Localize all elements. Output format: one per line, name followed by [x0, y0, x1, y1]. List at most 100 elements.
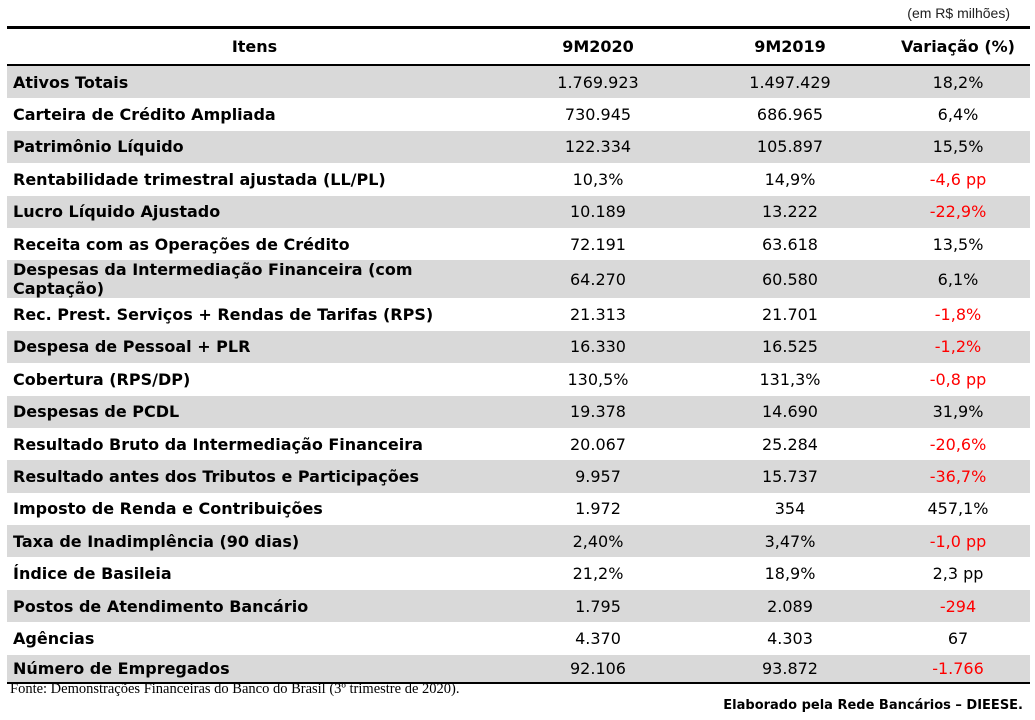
cell-9m2020: 64.270 [502, 260, 694, 299]
cell-item: Rentabilidade trimestral ajustada (LL/PL… [13, 169, 386, 189]
header-items: Itens [7, 26, 502, 66]
cell-item: Taxa de Inadimplência (90 dias) [7, 525, 502, 558]
table-row: Carteira de Crédito Ampliada 730.945 686.9… [7, 98, 1030, 130]
financial-table: Itens 9M2020 9M2019 Variação (%) Ativos … [7, 26, 1030, 684]
table-row: Rentabilidade trimestral ajustada (LL/PL… [7, 163, 1030, 195]
table-row: Número de Empregados 92.106 93.872 -1.766 [7, 654, 1030, 684]
cell-9m2019: 2.089 [694, 589, 886, 623]
cell-variation: 2,3 pp [932, 564, 984, 584]
cell-variation: -1,0 pp [886, 525, 1030, 558]
cell-9m2020: 1.795 [502, 589, 694, 623]
cell-9m2019: 15.737 [694, 460, 886, 493]
header-variation: Variação (%) [886, 26, 1030, 66]
cell-variation: 13,5% [932, 234, 984, 254]
source-note: Fonte: Demonstrações Financeiras do Banc… [10, 681, 460, 697]
cell-item: Agências [13, 628, 95, 648]
cell-item: Rec. Prest. Serviços + Rendas de Tarifas… [13, 305, 434, 325]
cell-variation: -294 [886, 589, 1030, 623]
table-row: Receita com as Operações de Crédito 72.19… [7, 228, 1030, 260]
cell-9m2019: 16.525 [694, 330, 886, 364]
cell-variation: -4,6 pp [929, 169, 987, 189]
cell-item: Despesas de PCDL [7, 395, 502, 428]
cell-item: Resultado antes dos Tributos e Participa… [7, 460, 502, 493]
table-row: Despesas da Intermediação Financeira (co… [7, 260, 1030, 299]
cell-item: Postos de Atendimento Bancário [7, 589, 502, 623]
cell-9m2020: 730.945 [564, 105, 632, 125]
table-row: Taxa de Inadimplência (90 dias) 2,40% 3,47… [7, 525, 1030, 558]
cell-9m2019: 93.872 [694, 654, 886, 684]
cell-variation: -1,8% [934, 305, 982, 325]
table-row: Patrimônio Líquido 122.334 105.897 15,5% [7, 130, 1030, 164]
cell-item: Despesas da Intermediação Financeira (co… [7, 260, 502, 299]
cell-9m2020: 1.769.923 [502, 65, 694, 99]
cell-variation: 31,9% [886, 395, 1030, 428]
cell-variation: 18,2% [886, 65, 1030, 99]
cell-9m2020: 2,40% [502, 525, 694, 558]
cell-variation: -20,6% [929, 434, 987, 454]
cell-9m2019: 14,9% [764, 169, 816, 189]
cell-variation: -1.766 [886, 654, 1030, 684]
cell-9m2020: 10.189 [502, 195, 694, 228]
cell-9m2019: 25.284 [762, 434, 818, 454]
table-row: Rec. Prest. Serviços + Rendas de Tarifas… [7, 298, 1030, 330]
table-header-row: Itens 9M2020 9M2019 Variação (%) [7, 26, 1030, 66]
cell-9m2019: 63.618 [762, 234, 818, 254]
table-row: Cobertura (RPS/DP) 130,5% 131,3% -0,8 pp [7, 363, 1030, 395]
cell-9m2020: 20.067 [570, 434, 626, 454]
cell-variation: -36,7% [886, 460, 1030, 493]
cell-variation: 6,4% [937, 105, 979, 125]
table-row: Despesas de PCDL 19.378 14.690 31,9% [7, 395, 1030, 428]
cell-9m2019: 60.580 [694, 260, 886, 299]
cell-variation: -22,9% [886, 195, 1030, 228]
cell-9m2020: 10,3% [572, 169, 624, 189]
table-row: Ativos Totais 1.769.923 1.497.429 18,2% [7, 65, 1030, 99]
cell-item: Despesa de Pessoal + PLR [7, 330, 502, 364]
cell-9m2019: 1.497.429 [694, 65, 886, 99]
cell-9m2020: 4.370 [575, 628, 621, 648]
cell-9m2019: 686.965 [756, 105, 824, 125]
credit-note: Elaborado pela Rede Bancários – DIEESE. [723, 698, 1023, 713]
table-row: Postos de Atendimento Bancário 1.795 2.089… [7, 589, 1030, 623]
table-row: Imposto de Renda e Contribuições 1.972 354… [7, 493, 1030, 525]
table-body: Ativos Totais 1.769.923 1.497.429 18,2% Cart… [7, 65, 1030, 684]
cell-9m2019: 354 [774, 499, 806, 519]
cell-9m2019: 18,9% [764, 564, 816, 584]
cell-9m2020: 21,2% [572, 564, 624, 584]
cell-9m2020: 72.191 [570, 234, 626, 254]
table-row: Despesa de Pessoal + PLR 16.330 16.525 -1,2… [7, 330, 1030, 364]
cell-9m2019: 13.222 [694, 195, 886, 228]
cell-9m2019: 131,3% [759, 369, 821, 389]
cell-9m2020: 122.334 [502, 130, 694, 164]
cell-9m2020: 21.313 [570, 305, 626, 325]
cell-item: Carteira de Crédito Ampliada [13, 105, 276, 125]
cell-variation: -1,2% [886, 330, 1030, 364]
cell-9m2019: 21.701 [762, 305, 818, 325]
cell-variation: 457,1% [927, 499, 989, 519]
cell-variation: 67 [947, 628, 969, 648]
table-row: Agências 4.370 4.303 67 [7, 622, 1030, 654]
cell-9m2020: 1.972 [575, 499, 621, 519]
cell-item: Número de Empregados [7, 654, 502, 684]
cell-item: Ativos Totais [7, 65, 502, 99]
cell-item: Receita com as Operações de Crédito [13, 234, 350, 254]
table-row: Índice de Basileia 21,2% 18,9% 2,3 pp [7, 557, 1030, 589]
cell-item: Lucro Líquido Ajustado [7, 195, 502, 228]
cell-item: Cobertura (RPS/DP) [13, 369, 191, 389]
cell-9m2020: 130,5% [567, 369, 629, 389]
cell-9m2019: 4.303 [767, 628, 813, 648]
cell-9m2020: 92.106 [502, 654, 694, 684]
cell-variation: 15,5% [886, 130, 1030, 164]
cell-item: Imposto de Renda e Contribuições [13, 499, 323, 519]
unit-note: (em R$ milhões) [907, 5, 1010, 21]
cell-variation: -0,8 pp [929, 369, 987, 389]
header-9m2020: 9M2020 [502, 26, 694, 66]
cell-item: Índice de Basileia [13, 564, 172, 584]
cell-9m2019: 14.690 [694, 395, 886, 428]
table-row: Resultado Bruto da Intermediação Finance… [7, 428, 1030, 460]
cell-9m2020: 9.957 [502, 460, 694, 493]
cell-item: Patrimônio Líquido [7, 130, 502, 164]
cell-9m2020: 16.330 [502, 330, 694, 364]
cell-9m2020: 19.378 [502, 395, 694, 428]
table-row: Lucro Líquido Ajustado 10.189 13.222 -22,9% [7, 195, 1030, 228]
cell-9m2019: 3,47% [694, 525, 886, 558]
